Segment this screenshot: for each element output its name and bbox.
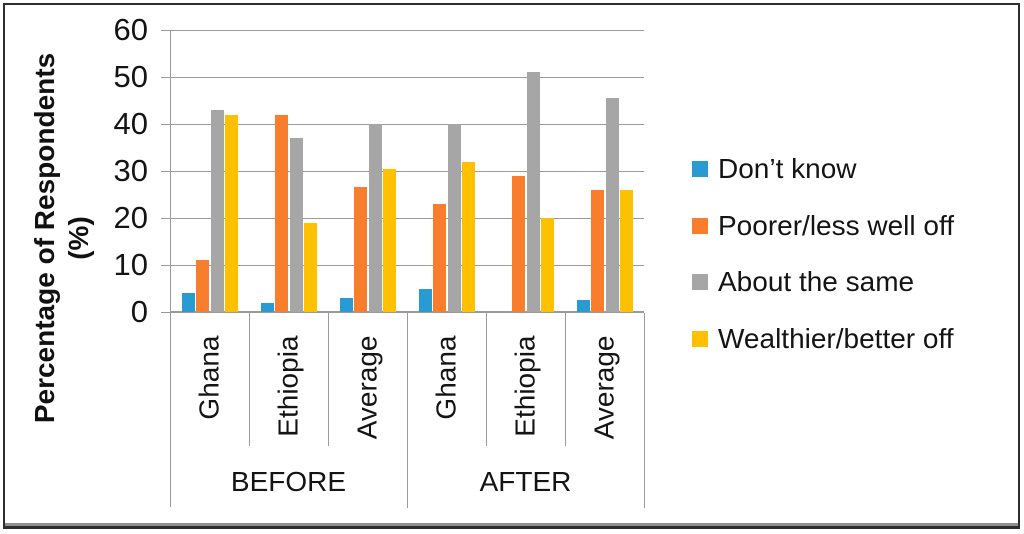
y-tick-mark-0 [161, 311, 170, 313]
bar-ethiopia-series3 [541, 218, 554, 312]
category-separator-1 [249, 313, 250, 446]
gridline-y20 [170, 217, 644, 219]
y-tick-mark-20 [161, 217, 170, 219]
y-tick-label-40: 40 [113, 106, 148, 141]
legend-item-0: Don’t know [692, 152, 857, 186]
bar-average-series3 [383, 168, 396, 312]
bar-ghana-series3 [225, 114, 238, 312]
y-tick-label-30: 30 [113, 153, 148, 188]
legend-label: Don’t know [718, 153, 857, 184]
legend-label: About the same [718, 266, 915, 297]
bar-ghana-series0 [418, 288, 432, 312]
bar-ghana-series0 [181, 293, 195, 312]
legend-item-2: About the same [692, 265, 914, 299]
bar-ethiopia-series3 [304, 222, 317, 312]
bar-average-series2 [605, 98, 619, 312]
bar-average-series0 [576, 300, 590, 312]
gridline-y30 [170, 170, 644, 172]
figure-border [3, 3, 1020, 529]
bar-ghana-series3 [462, 161, 475, 312]
category-separator-4 [486, 313, 487, 446]
category-separator-2 [328, 313, 329, 446]
legend-swatch-icon [692, 161, 708, 177]
y-tick-label-60: 60 [113, 12, 148, 47]
x-category-label-3: Ghana [430, 335, 462, 420]
bar-ethiopia-series2 [526, 72, 540, 312]
y-tick-mark-60 [161, 29, 170, 31]
legend-item-3: Wealthier/better off [692, 322, 954, 356]
bar-average-series2 [368, 124, 382, 312]
category-separator-5 [565, 313, 566, 446]
y-tick-mark-40 [161, 123, 170, 125]
legend-swatch-icon [692, 330, 708, 347]
legend-item-1: Poorer/less well off [692, 209, 954, 243]
y-tick-mark-10 [161, 264, 170, 266]
y-axis-title-line1: Percentage of Respondents [29, 52, 60, 424]
y-tick-label-50: 50 [113, 59, 148, 94]
x-group-label-after: AFTER [479, 466, 572, 497]
legend-swatch-icon [692, 217, 708, 234]
x-axis-line [170, 311, 644, 313]
x-group-label-before: BEFORE [230, 466, 347, 497]
y-tick-label-20: 20 [113, 200, 148, 235]
bar-average-series0 [339, 297, 353, 312]
bar-ethiopia-series1 [275, 114, 288, 312]
gridline-y10 [170, 264, 644, 266]
y-axis-line [170, 30, 171, 507]
bar-ghana-series1 [433, 203, 446, 312]
bar-ghana-series2 [210, 109, 224, 312]
section-separator-3 [407, 313, 408, 508]
x-category-label-5: Average [588, 335, 620, 440]
y-tick-label-0: 0 [130, 294, 148, 329]
bar-ethiopia-series0 [260, 302, 274, 312]
legend-label: Poorer/less well off [718, 209, 955, 241]
bar-average-series3 [620, 189, 633, 312]
bar-average-series1 [354, 187, 367, 312]
x-category-label-4: Ethiopia [509, 335, 541, 437]
bar-ghana-series2 [447, 124, 461, 312]
gridline-y60 [170, 29, 644, 31]
bar-ethiopia-series2 [289, 138, 303, 312]
y-tick-mark-50 [161, 76, 170, 78]
legend-label: Wealthier/better off [718, 322, 954, 354]
section-separator-6 [644, 313, 645, 508]
y-tick-label-10: 10 [113, 247, 148, 282]
bar-ghana-series1 [196, 260, 209, 312]
gridline-y50 [170, 76, 644, 78]
bar-average-series1 [591, 189, 604, 312]
y-tick-mark-30 [161, 170, 170, 172]
legend-swatch-icon [692, 274, 708, 290]
bar-ethiopia-series1 [512, 175, 525, 312]
x-category-label-2: Average [351, 335, 383, 440]
x-category-label-1: Ethiopia [272, 335, 304, 437]
x-category-label-0: Ghana [193, 335, 225, 420]
gridline-y40 [170, 123, 644, 125]
